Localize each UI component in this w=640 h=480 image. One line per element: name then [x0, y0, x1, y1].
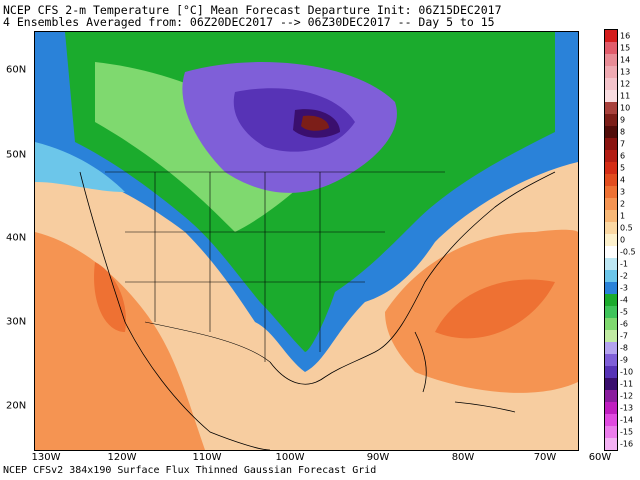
colorbar-label: -7: [620, 331, 628, 341]
colorbar-label: -2: [620, 271, 628, 281]
colorbar-cell: [605, 426, 617, 438]
colorbar-label: -9: [620, 355, 628, 365]
colorbar-label: 8: [620, 127, 626, 137]
colorbar-label: 0.5: [620, 223, 633, 233]
colorbar-cell: [605, 102, 617, 114]
colorbar-cell: [605, 294, 617, 306]
colorbar-cell: [605, 150, 617, 162]
lon-label-130w: 130W: [31, 452, 61, 463]
colorbar-label: -4: [620, 295, 628, 305]
colorbar-cell: [605, 270, 617, 282]
colorbar-cell: [605, 318, 617, 330]
colorbar-cell: [605, 366, 617, 378]
colorbar-label: 4: [620, 175, 626, 185]
colorbar-cell: [605, 234, 617, 246]
lat-label-30n: 30N: [6, 316, 27, 328]
colorbar-label: 13: [620, 67, 631, 77]
lat-label-20n: 20N: [6, 400, 27, 412]
lon-label-80w: 80W: [451, 452, 475, 463]
lon-label-90w: 90W: [366, 452, 390, 463]
political-borders: [105, 171, 445, 363]
lat-label-60n: 60N: [6, 64, 27, 76]
lat-label-40n: 40N: [6, 232, 27, 244]
colorbar-cell: [605, 174, 617, 186]
colorbar-label: 0: [620, 235, 626, 245]
colorbar-cell: [605, 126, 617, 138]
coastlines: [79, 171, 556, 450]
coastal-fringe-northwest: [35, 142, 125, 192]
lon-label-100w: 100W: [275, 452, 305, 463]
colorbar: [604, 29, 618, 451]
warm-core-southwest: [94, 262, 126, 332]
colorbar-label: -16: [620, 439, 634, 449]
colorbar-cell: [605, 78, 617, 90]
colorbar-cell: [605, 138, 617, 150]
colorbar-label: 5: [620, 163, 626, 173]
map-subtitle: 4 Ensembles Averaged from: 06Z20DEC2017 …: [3, 15, 495, 29]
temperature-anomaly-map: [34, 31, 579, 451]
colorbar-label: 3: [620, 187, 626, 197]
colorbar-cell: [605, 342, 617, 354]
colorbar-label: 7: [620, 139, 626, 149]
colorbar-label: -13: [620, 403, 634, 413]
colorbar-cell: [605, 90, 617, 102]
colorbar-label: -10: [620, 367, 634, 377]
colorbar-cell: [605, 186, 617, 198]
colorbar-cell: [605, 330, 617, 342]
colorbar-label: 15: [620, 43, 631, 53]
lon-label-120w: 120W: [107, 452, 137, 463]
colorbar-label: -3: [620, 283, 628, 293]
colorbar-cell: [605, 66, 617, 78]
colorbar-cell: [605, 246, 617, 258]
colorbar-label: 6: [620, 151, 626, 161]
warm-region-pacific: [35, 232, 205, 450]
colorbar-label: -1: [620, 259, 628, 269]
colorbar-label: -14: [620, 415, 634, 425]
cold-core-maroon: [301, 115, 329, 131]
colorbar-cell: [605, 390, 617, 402]
colorbar-cell: [605, 210, 617, 222]
footer-grid-info: NCEP CFSv2 384x190 Surface Flux Thinned …: [3, 465, 377, 476]
colorbar-label: 10: [620, 103, 631, 113]
lon-label-110w: 110W: [192, 452, 222, 463]
colorbar-label: 12: [620, 79, 631, 89]
colorbar-cell: [605, 402, 617, 414]
colorbar-cell: [605, 438, 617, 450]
map-canvas: [35, 32, 578, 450]
warm-core-atlantic: [435, 279, 555, 339]
colorbar-label: 16: [620, 31, 631, 41]
colorbar-cell: [605, 222, 617, 234]
map-title: NCEP CFS 2-m Temperature [°C] Mean Forec…: [3, 3, 502, 17]
colorbar-cell: [605, 42, 617, 54]
colorbar-cell: [605, 306, 617, 318]
colorbar-cell: [605, 162, 617, 174]
colorbar-cell: [605, 198, 617, 210]
colorbar-label: -8: [620, 343, 628, 353]
colorbar-cell: [605, 282, 617, 294]
colorbar-cell: [605, 378, 617, 390]
lon-label-70w: 70W: [533, 452, 557, 463]
colorbar-label: 9: [620, 115, 626, 125]
colorbar-label: 14: [620, 55, 631, 65]
colorbar-cell: [605, 414, 617, 426]
colorbar-label: 11: [620, 91, 631, 101]
lon-label-60w: 60W: [588, 452, 612, 463]
colorbar-label: 2: [620, 199, 626, 209]
lat-label-50n: 50N: [6, 149, 27, 161]
colorbar-cell: [605, 30, 617, 42]
colorbar-cell: [605, 354, 617, 366]
colorbar-label: -0.5: [620, 247, 636, 257]
colorbar-cell: [605, 54, 617, 66]
colorbar-label: -5: [620, 307, 628, 317]
colorbar-label: -6: [620, 319, 628, 329]
colorbar-label: -11: [620, 379, 634, 389]
colorbar-cell: [605, 258, 617, 270]
colorbar-label: -12: [620, 391, 634, 401]
colorbar-label: -15: [620, 427, 634, 437]
colorbar-label: 1: [620, 211, 626, 221]
colorbar-cell: [605, 114, 617, 126]
